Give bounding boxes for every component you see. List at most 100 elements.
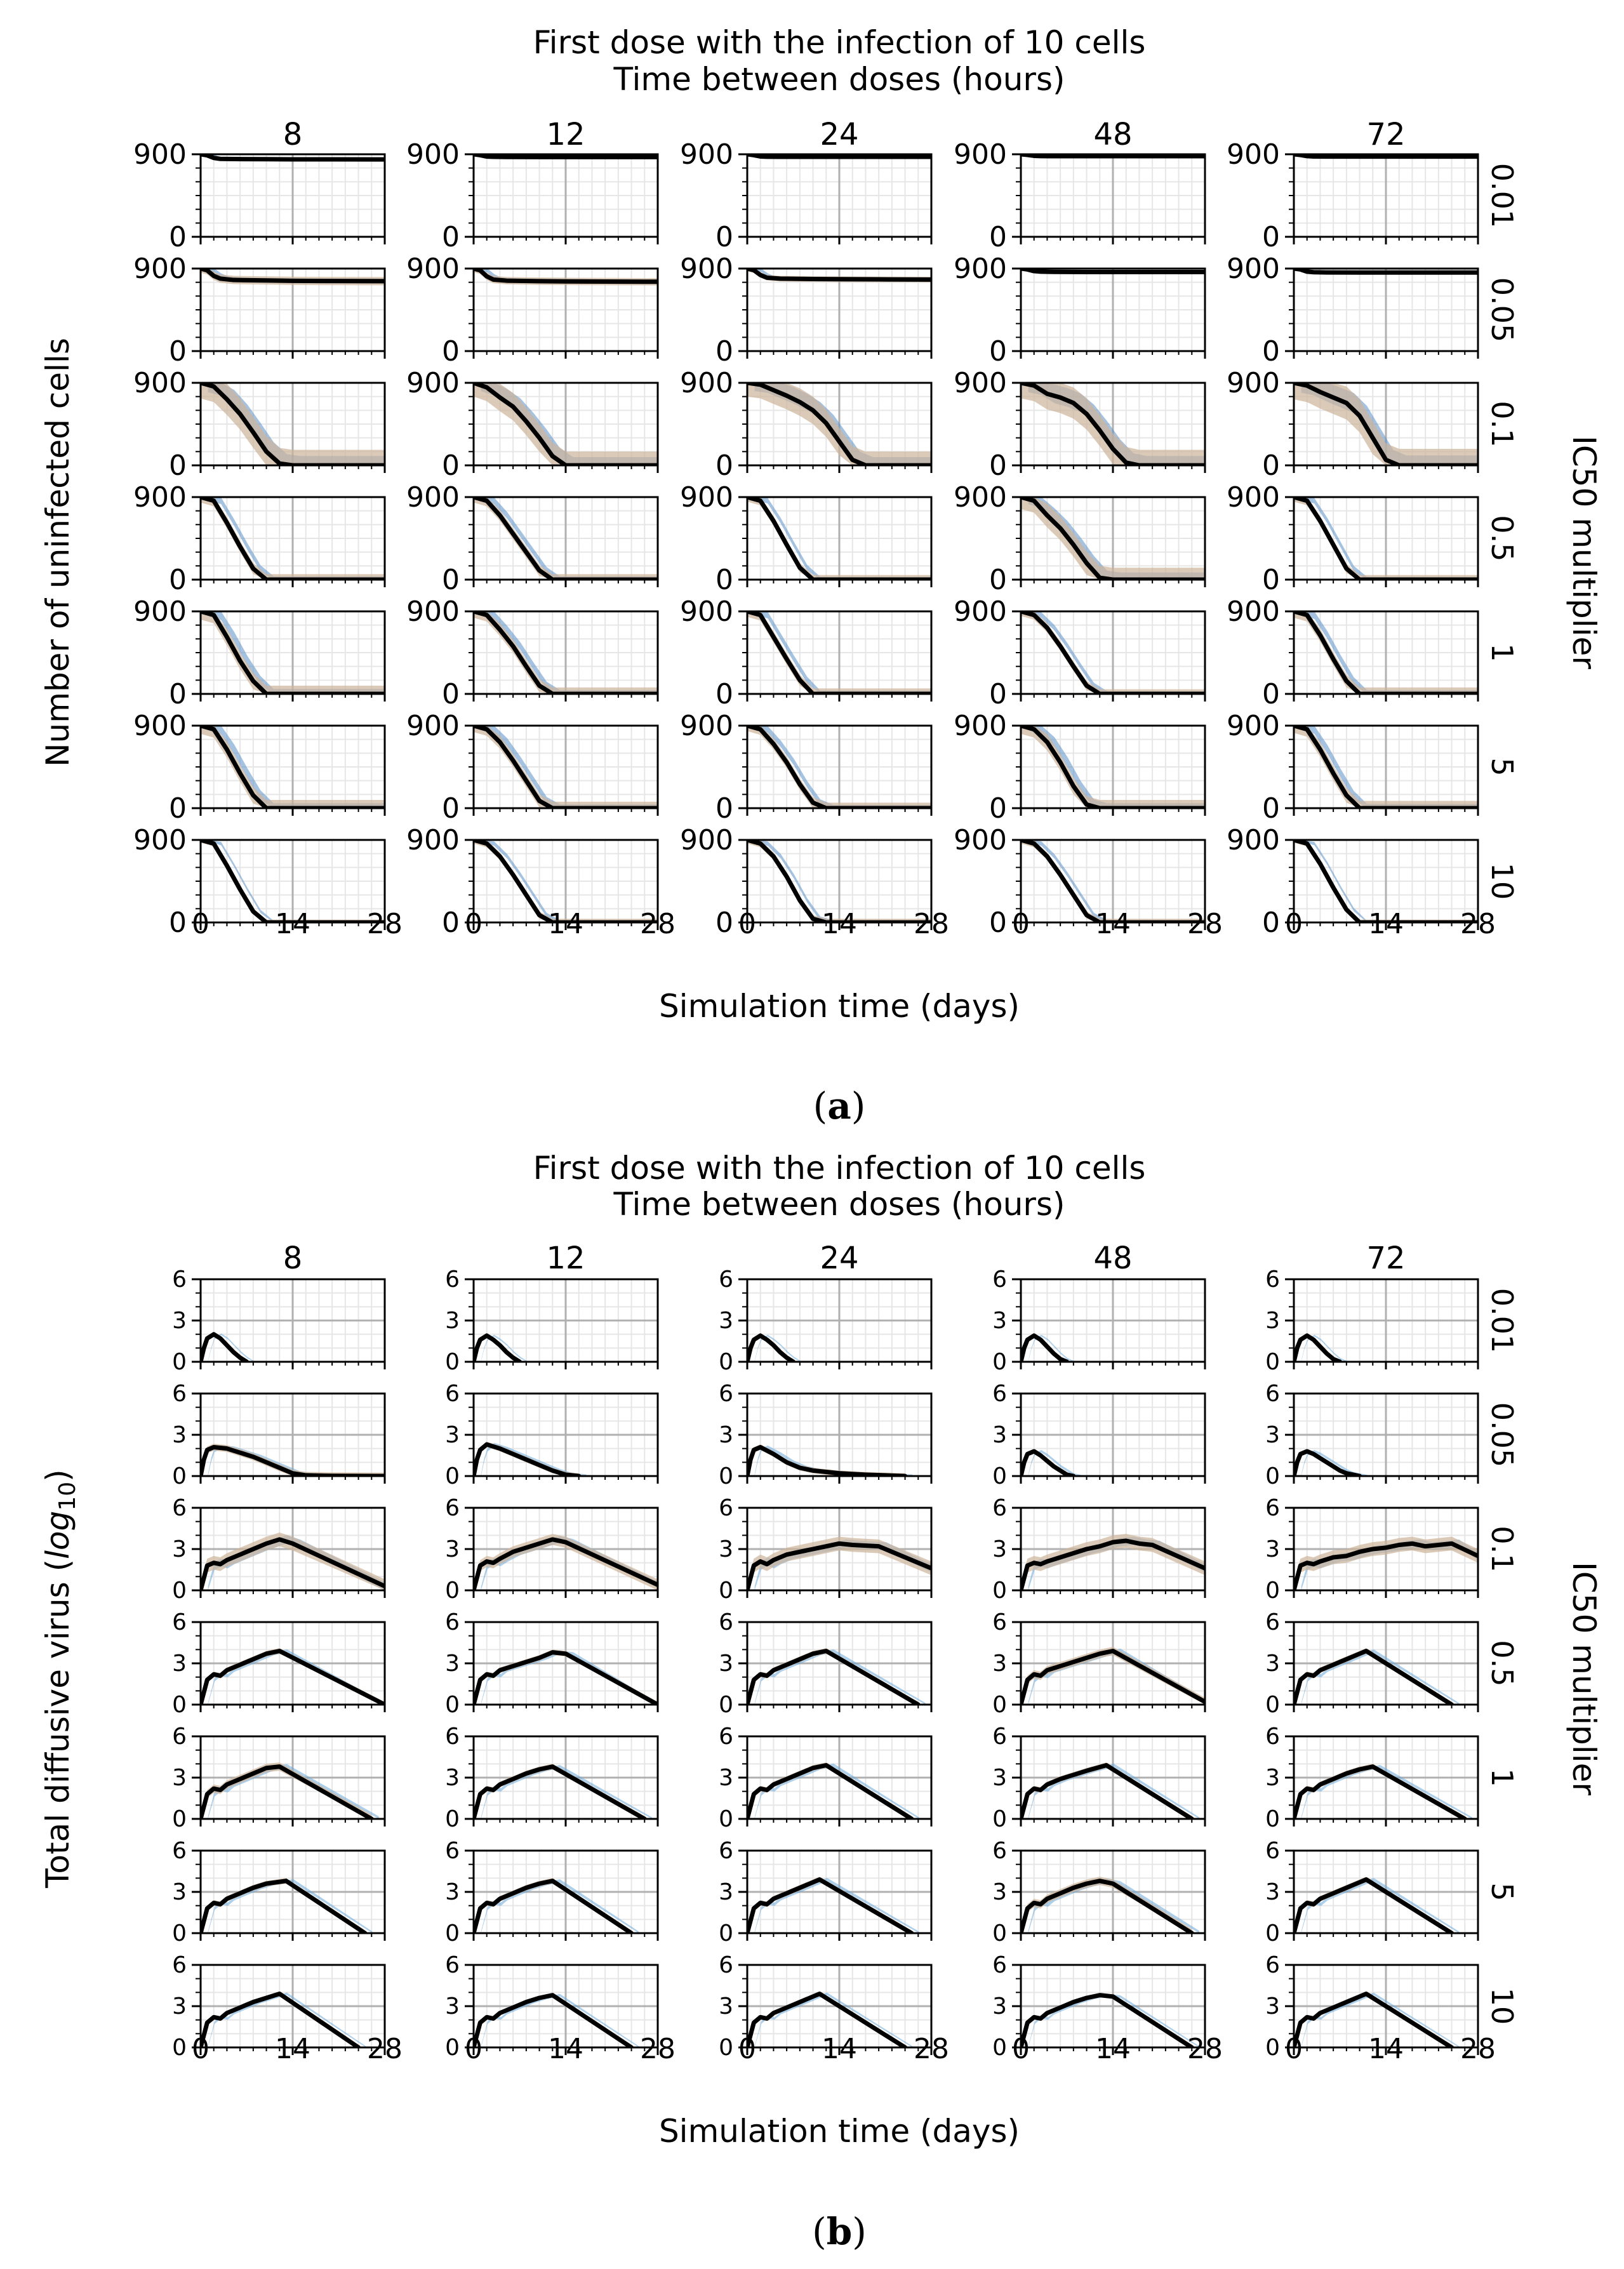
- y-tick-label: 900: [954, 824, 1007, 856]
- subplot-r4-c1: 0 3 6: [445, 1724, 659, 1832]
- series-bands: [1294, 1764, 1472, 1819]
- y-tick-label: 0: [1262, 792, 1280, 825]
- series-mean-line: [747, 383, 931, 465]
- x-tick-label: 0: [192, 908, 210, 940]
- subplot-r2-c1: 0 3 6: [445, 1495, 659, 1604]
- y-tick-label: 6: [445, 1838, 460, 1864]
- series-mean-line: [474, 1879, 634, 1933]
- row-label-0.05: 0.05: [1485, 277, 1519, 342]
- x-tick-label: 28: [1460, 2033, 1496, 2065]
- series-bands: [201, 269, 385, 286]
- series-bands: [1294, 1536, 1478, 1590]
- y-tick-label: 3: [1265, 1422, 1280, 1448]
- series-bands: [474, 1764, 652, 1819]
- series-bands: [201, 383, 385, 465]
- y-tick-label: 3: [992, 1651, 1007, 1677]
- subplot-r1-c2: 0 3 6: [719, 1381, 933, 1489]
- band-gray: [1021, 1647, 1205, 1705]
- y-tick-label: 3: [1265, 1765, 1280, 1791]
- y-tick-label: 3: [1265, 1536, 1280, 1562]
- series-bands: [474, 269, 658, 286]
- x-tick-label: 14: [1368, 2033, 1404, 2065]
- series-mean-line: [747, 1877, 914, 1933]
- y-tick-label: 0: [169, 449, 187, 482]
- y-tick-label: 900: [406, 367, 460, 399]
- series-bands: [1294, 726, 1478, 808]
- series-bands: [747, 611, 931, 694]
- y-tick-label: 0: [172, 1920, 187, 1946]
- series-bands: [747, 1333, 801, 1362]
- series-mean-line: [747, 1992, 908, 2047]
- series-bands: [474, 154, 658, 159]
- series-mean-line: [201, 726, 385, 808]
- subplot-r5-c3: 0 900: [954, 710, 1206, 825]
- x-tick-label: 0: [465, 908, 483, 940]
- y-tick-label: 6: [992, 1838, 1007, 1864]
- series-mean-line: [474, 1333, 522, 1362]
- title-line2: Time between doses (hours): [613, 61, 1065, 98]
- series-bands: [747, 1992, 913, 2047]
- y-tick-label: 0: [992, 1349, 1007, 1375]
- series-bands: [1294, 1877, 1460, 1933]
- x-tick-label: 0: [192, 2033, 210, 2065]
- series-bands: [474, 1441, 587, 1476]
- y-tick-label: 0: [719, 1578, 733, 1604]
- ylabel-sub: 10: [55, 1482, 81, 1511]
- x-tick-label: 14: [548, 2033, 583, 2065]
- y-tick-label: 6: [172, 1381, 187, 1407]
- row-label-0.5: 0.5: [1485, 515, 1519, 561]
- band-blue: [208, 1879, 373, 1933]
- series-bands: [201, 1992, 366, 2047]
- y-tick-label: 0: [1265, 1806, 1280, 1832]
- x-tick-label: 14: [275, 2033, 310, 2065]
- y-tick-label: 6: [445, 1952, 460, 1978]
- y-tick-label: 900: [406, 824, 460, 856]
- band-blue: [481, 1334, 528, 1362]
- x-tick-label: 0: [1285, 2033, 1303, 2065]
- x-tick-label: 28: [640, 908, 676, 940]
- series-bands: [474, 1878, 639, 1933]
- subplot-r6-c0: 0 900 0 14 28: [133, 824, 403, 940]
- subplot-r5-c2: 0 3 6: [719, 1838, 933, 1946]
- y-tick-label: 0: [719, 1463, 733, 1489]
- series-mean-line: [201, 611, 385, 694]
- y-tick-label: 6: [172, 1838, 187, 1864]
- series-mean-line: [474, 1537, 658, 1590]
- series-mean-line: [201, 1879, 368, 1933]
- y-tick-label: 3: [1265, 1993, 1280, 2019]
- y-tick-label: 0: [445, 1920, 460, 1946]
- series-mean-line: [747, 611, 931, 694]
- y-tick-label: 6: [172, 1495, 187, 1521]
- series-mean-line: [1294, 1649, 1454, 1705]
- series-bands: [747, 1648, 926, 1705]
- subplot-r4-c2: 0 900: [680, 596, 933, 710]
- series-mean-line: [474, 726, 658, 808]
- series-mean-line: [1021, 1333, 1069, 1362]
- series-bands: [1294, 611, 1478, 694]
- subplot-r1-c0: 0 3 6: [172, 1381, 386, 1489]
- subplot-r5-c1: 0 3 6: [445, 1838, 659, 1946]
- subplot-r4-c3: 0 900: [954, 596, 1206, 710]
- y-tick-label: 0: [715, 564, 733, 596]
- series-bands: [201, 154, 385, 162]
- band-blue: [754, 497, 931, 580]
- y-tick-label: 0: [715, 335, 733, 368]
- series-bands: [1021, 1762, 1199, 1819]
- band-blue: [1028, 1450, 1081, 1476]
- column-label-8: 8: [283, 1241, 303, 1276]
- title-line1: First dose with the infection of 10 cell…: [533, 24, 1146, 61]
- y-tick-label: 6: [172, 1609, 187, 1635]
- y-tick-label: 0: [172, 1463, 187, 1489]
- y-tick-label: 6: [992, 1952, 1007, 1978]
- x-tick-label: 0: [1012, 2033, 1030, 2065]
- subplot-r6-c4: 0 900 0 14 28: [1227, 824, 1496, 940]
- y-tick-label: 0: [989, 221, 1007, 253]
- subplot-r5-c3: 0 3 6: [992, 1838, 1206, 1946]
- y-axis-label: Total diffusive virus (log10): [39, 1469, 81, 1888]
- series-mean-line: [201, 1332, 249, 1362]
- subplot-r3-c4: 0 900: [1227, 481, 1479, 596]
- band-blue: [1028, 840, 1205, 922]
- y-tick-label: 0: [719, 2035, 733, 2061]
- y-tick-label: 0: [1262, 564, 1280, 596]
